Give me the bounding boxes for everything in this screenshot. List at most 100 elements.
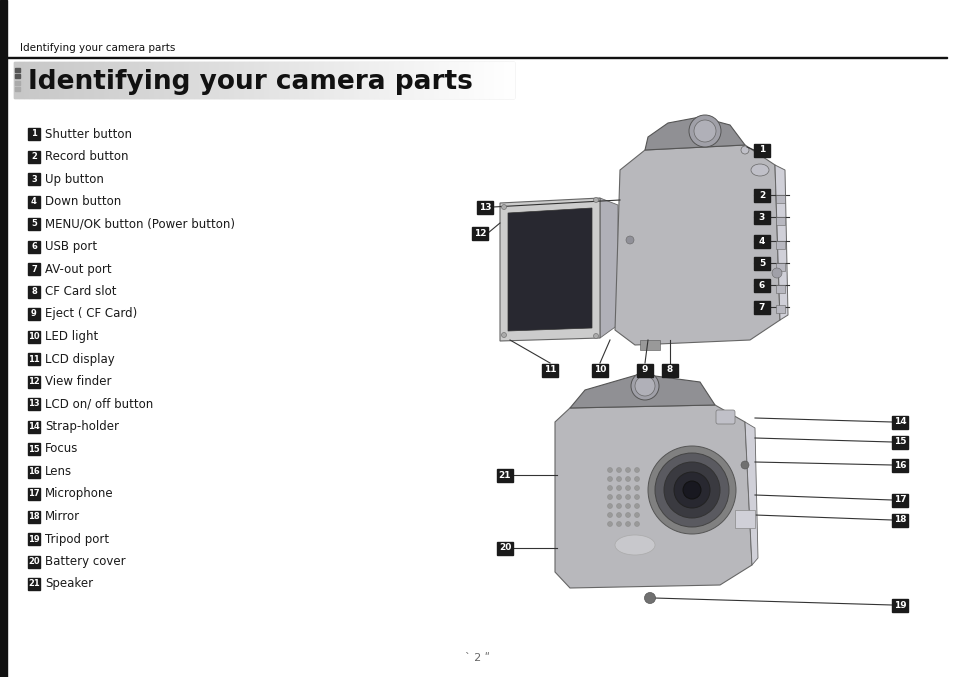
Text: Eject ( CF Card): Eject ( CF Card) <box>45 307 137 320</box>
Text: 17: 17 <box>893 496 905 504</box>
Bar <box>44 62 49 98</box>
Circle shape <box>712 127 717 131</box>
Circle shape <box>693 120 716 142</box>
Bar <box>891 599 907 612</box>
Bar <box>497 542 513 555</box>
Bar <box>378 62 384 98</box>
Text: Strap-holder: Strap-holder <box>45 420 119 433</box>
Bar <box>541 364 558 377</box>
Bar <box>314 62 318 98</box>
Bar <box>509 62 514 98</box>
Circle shape <box>638 390 641 394</box>
Text: Speaker: Speaker <box>45 577 93 590</box>
Circle shape <box>632 386 637 390</box>
Circle shape <box>711 126 716 130</box>
Polygon shape <box>744 422 758 565</box>
Circle shape <box>607 485 612 491</box>
Bar <box>403 62 409 98</box>
Bar <box>661 364 678 377</box>
Bar <box>15 81 20 85</box>
Bar <box>753 235 769 248</box>
Bar <box>891 436 907 449</box>
Circle shape <box>616 468 620 473</box>
Text: 2: 2 <box>758 190 764 200</box>
Bar <box>734 510 754 528</box>
Circle shape <box>639 378 643 381</box>
Bar <box>113 62 119 98</box>
Bar <box>239 62 244 98</box>
Text: 17: 17 <box>29 489 40 498</box>
Bar <box>28 240 40 253</box>
Bar <box>104 62 109 98</box>
Bar <box>28 196 40 207</box>
Circle shape <box>616 504 620 508</box>
Bar <box>418 62 423 98</box>
Bar <box>54 62 59 98</box>
Bar <box>354 62 358 98</box>
Bar <box>374 62 378 98</box>
Circle shape <box>634 521 639 527</box>
Bar <box>294 62 298 98</box>
Bar <box>398 62 403 98</box>
Bar <box>775 195 784 203</box>
Bar <box>414 62 418 98</box>
Bar <box>79 62 84 98</box>
Circle shape <box>644 592 655 603</box>
Bar <box>443 62 449 98</box>
Bar <box>891 494 907 507</box>
Text: 21: 21 <box>498 471 511 479</box>
Bar <box>28 308 40 320</box>
Bar <box>298 62 304 98</box>
Bar <box>28 353 40 365</box>
Bar <box>169 62 173 98</box>
Circle shape <box>593 334 598 338</box>
Bar <box>15 74 20 78</box>
Text: Lens: Lens <box>45 465 72 478</box>
Circle shape <box>642 391 646 395</box>
Bar <box>94 62 99 98</box>
Text: ˋ 2 ʺ: ˋ 2 ʺ <box>464 653 489 663</box>
Bar <box>503 62 509 98</box>
Bar <box>84 62 89 98</box>
Bar <box>753 211 769 224</box>
Bar <box>304 62 309 98</box>
Text: 10: 10 <box>29 332 40 341</box>
Text: 18: 18 <box>29 512 40 521</box>
Bar <box>284 62 289 98</box>
Circle shape <box>712 129 717 133</box>
Bar <box>469 62 474 98</box>
Ellipse shape <box>750 164 768 176</box>
Circle shape <box>712 131 717 135</box>
Text: 10: 10 <box>593 366 605 374</box>
Circle shape <box>648 378 652 382</box>
Bar <box>153 62 159 98</box>
Text: Shutter button: Shutter button <box>45 127 132 141</box>
Bar <box>219 62 224 98</box>
Circle shape <box>709 133 714 137</box>
Bar <box>28 443 40 455</box>
Circle shape <box>653 386 657 390</box>
Bar <box>389 62 394 98</box>
Polygon shape <box>499 198 599 341</box>
Circle shape <box>625 477 630 481</box>
Bar <box>28 173 40 185</box>
Text: Up button: Up button <box>45 173 104 185</box>
Bar <box>489 62 494 98</box>
Bar <box>39 62 44 98</box>
Text: 5: 5 <box>31 219 37 229</box>
Circle shape <box>695 125 700 129</box>
Bar <box>324 62 329 98</box>
Circle shape <box>707 134 712 138</box>
Bar <box>124 62 129 98</box>
Bar <box>14 62 514 98</box>
Circle shape <box>688 115 720 147</box>
Polygon shape <box>507 208 592 331</box>
Bar <box>454 62 458 98</box>
Bar <box>458 62 463 98</box>
Bar <box>28 466 40 477</box>
Bar <box>28 218 40 230</box>
Bar <box>483 62 489 98</box>
Circle shape <box>697 134 701 138</box>
Bar <box>28 556 40 567</box>
Circle shape <box>616 485 620 491</box>
